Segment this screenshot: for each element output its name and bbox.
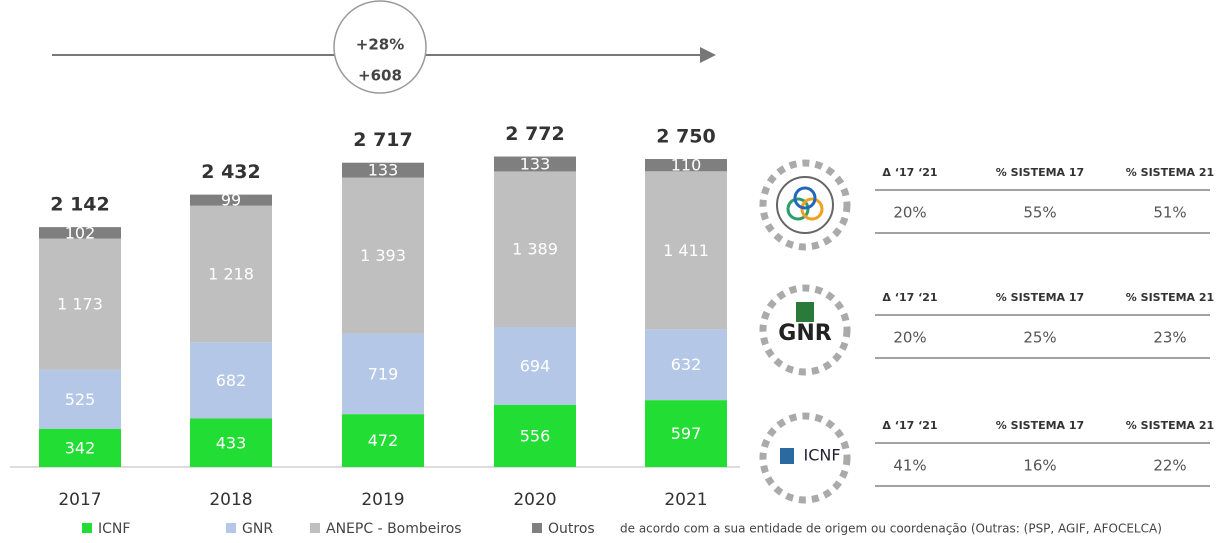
total-label: 2 750 [656,126,716,148]
table-header: % SISTEMA 17 [996,166,1084,179]
bar-segment [342,333,424,415]
logo [793,186,817,210]
legend-label: ICNF [98,521,130,537]
legend-label: Outros [548,521,595,537]
logo-text: ICNF [803,446,840,465]
bar-segment [190,205,272,343]
logo-ring [759,159,851,251]
x-tick-label: 2021 [664,490,707,510]
value-label: 556 [520,426,551,445]
table-cell: 23% [1153,329,1186,347]
total-label: 2 772 [505,123,565,145]
table-cell: 41% [893,457,926,475]
logo [796,302,814,322]
legend-swatch [310,523,320,533]
legend-swatch [226,523,236,533]
value-label: 682 [216,371,247,390]
x-tick-label: 2018 [209,490,252,510]
arrow-head [700,47,716,63]
table-cell: 51% [1153,204,1186,222]
logo-ring [759,412,851,504]
logo [780,448,794,464]
bar-segment [645,400,727,467]
table-cell: 16% [1023,457,1056,475]
logo-ring [759,284,851,376]
value-label: 525 [65,390,96,409]
total-label: 2 717 [353,129,413,151]
footnote: de acordo com a sua entidade de origem o… [620,522,1162,536]
logo [776,176,834,234]
bar-segment [494,156,576,172]
legend-label: ANEPC - Bombeiros [326,521,462,537]
table-header: Δ ‘17 ‘21 [882,166,937,179]
legend-label: GNR [242,521,273,537]
value-label: 133 [368,161,399,180]
value-label: 342 [65,438,96,457]
total-label: 2 142 [50,194,110,216]
table-cell: 55% [1023,204,1056,222]
table-cell: 22% [1153,457,1186,475]
bar-segment [494,171,576,327]
table-header: % SISTEMA 21 [1126,291,1214,304]
bar-segment [39,227,121,239]
bar-segment [342,162,424,178]
table-header: % SISTEMA 21 [1126,166,1214,179]
bar-segment [494,327,576,405]
table-cell: 20% [893,204,926,222]
value-label: 99 [221,191,241,210]
value-label: 1 173 [57,295,103,314]
total-label: 2 432 [201,161,261,183]
value-label: 597 [671,424,702,443]
value-label: 133 [520,154,551,173]
table-header: % SISTEMA 21 [1126,419,1214,432]
bar-segment [342,177,424,334]
value-label: 719 [368,364,399,383]
bar-segment [39,428,121,467]
value-label: 1 393 [360,246,406,265]
bar-segment [190,194,272,206]
value-label: 1 389 [512,240,558,259]
x-tick-label: 2020 [513,490,556,510]
bar-segment [342,414,424,467]
bar-segment [494,404,576,467]
table-header: Δ ‘17 ‘21 [882,419,937,432]
bar-segment [39,238,121,370]
value-label: 694 [520,356,551,375]
table-cell: 25% [1023,329,1056,347]
bar-segment [39,369,121,429]
value-label: 1 218 [208,264,254,283]
bar-segment [190,418,272,467]
table-cell: 20% [893,329,926,347]
table-header: % SISTEMA 17 [996,291,1084,304]
legend-swatch [82,523,92,533]
x-tick-label: 2019 [361,490,404,510]
bar-segment [645,329,727,401]
bar-segment [645,159,727,172]
logo-text: GNR [778,321,831,346]
table-header: % SISTEMA 17 [996,419,1084,432]
value-label: 632 [671,355,702,374]
bar-segment [645,171,727,330]
x-tick-label: 2017 [58,490,101,510]
value-label: 433 [216,433,247,452]
value-label: 472 [368,431,399,450]
value-label: 110 [671,156,702,175]
annotation: +28% [356,36,404,54]
annotation-circle [333,0,427,94]
legend-swatch [532,523,542,533]
table-header: Δ ‘17 ‘21 [882,291,937,304]
value-label: 1 411 [663,241,709,260]
bar-segment [190,342,272,419]
annotation: +608 [358,67,402,85]
value-label: 102 [65,223,96,242]
